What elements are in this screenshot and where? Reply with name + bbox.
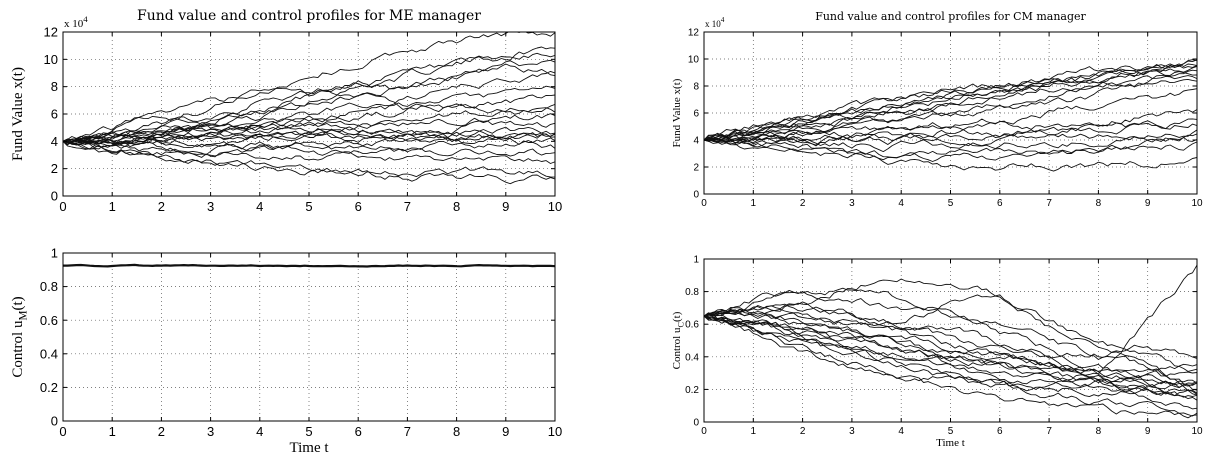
y-tick-label: 0.2 <box>685 385 699 396</box>
y-tick-label: 0.6 <box>40 313 58 328</box>
x-tick-label: 10 <box>1191 426 1203 437</box>
axis-exponent: x 104 <box>64 14 88 30</box>
x-tick-label: 6 <box>997 198 1003 209</box>
x-tick-label: 4 <box>898 426 904 437</box>
x-tick-label: 5 <box>305 199 312 214</box>
x-tick-label: 6 <box>355 424 362 439</box>
x-tick-label: 7 <box>1046 198 1052 209</box>
x-tick-label: 8 <box>1096 426 1102 437</box>
x-tick-label: 2 <box>800 198 806 209</box>
x-tick-label: 4 <box>256 424 263 439</box>
x-tick-label: 9 <box>1145 426 1151 437</box>
x-tick-label: 5 <box>948 426 954 437</box>
y-tick-label: 2 <box>693 163 699 174</box>
y-tick-label: 0.8 <box>685 287 699 298</box>
x-tick-label: 1 <box>751 426 757 437</box>
x-tick-label: 1 <box>751 198 757 209</box>
y-tick-label: 0 <box>51 414 58 429</box>
x-tick-label: 2 <box>158 424 165 439</box>
x-tick-label: 9 <box>1145 198 1151 209</box>
y-tick-label: 6 <box>693 109 699 120</box>
x-tick-label: 6 <box>997 426 1003 437</box>
x-tick-label: 5 <box>948 198 954 209</box>
x-tick-label: 6 <box>355 199 362 214</box>
x-tick-label: 4 <box>898 198 904 209</box>
y-tick-label: 10 <box>44 52 58 67</box>
x-axis-label: Time t <box>289 440 329 456</box>
chart-title: Fund value and control profiles for ME m… <box>137 8 481 24</box>
y-tick-label: 8 <box>51 79 58 94</box>
chart-title: Fund value and control profiles for CM m… <box>815 10 1086 23</box>
x-tick-label: 1 <box>109 424 116 439</box>
chart-panel-2: 0 1 2 3 4 5 6 7 8 9 10 0 0.2 0.4 0.6 0.8 1 Time t Control … <box>10 246 562 456</box>
x-tick-label: 3 <box>849 426 855 437</box>
x-tick-label: 3 <box>207 424 214 439</box>
x-tick-label: 3 <box>207 199 214 214</box>
y-axis-label: Control uM(t) <box>10 296 30 377</box>
x-tick-label: 3 <box>849 198 855 209</box>
x-tick-label: 10 <box>548 199 562 214</box>
y-tick-label: 0.4 <box>685 352 699 363</box>
y-tick-label: 8 <box>693 82 699 93</box>
y-tick-label: 0.2 <box>40 380 58 395</box>
x-tick-label: 1 <box>109 199 116 214</box>
y-tick-label: 0 <box>51 189 58 204</box>
axis-exponent: x 104 <box>705 16 725 29</box>
x-tick-label: 10 <box>548 424 562 439</box>
x-tick-label: 7 <box>404 424 411 439</box>
y-tick-label: 10 <box>688 55 700 66</box>
x-tick-label: 0 <box>701 426 707 437</box>
y-tick-label: 2 <box>51 161 58 176</box>
x-tick-label: 0 <box>701 198 707 209</box>
x-tick-label: 8 <box>453 199 460 214</box>
y-tick-label: 0.8 <box>40 279 58 294</box>
x-tick-label: 0 <box>59 424 66 439</box>
x-tick-label: 2 <box>158 199 165 214</box>
y-axis-label: Fund Value x(t) <box>10 67 26 161</box>
x-axis-label: Time t <box>936 437 965 449</box>
y-axis-label: Fund Value x(t) <box>671 78 683 147</box>
x-tick-label: 7 <box>1046 426 1052 437</box>
x-tick-label: 8 <box>1096 198 1102 209</box>
x-tick-label: 10 <box>1191 198 1203 209</box>
y-tick-label: 4 <box>693 136 699 147</box>
y-axis-label: Control uC(t) <box>671 311 685 369</box>
y-tick-label: 0.4 <box>40 346 58 361</box>
y-tick-label: 1 <box>693 255 699 266</box>
x-tick-label: 2 <box>800 426 806 437</box>
y-tick-label: 0.6 <box>685 320 699 331</box>
y-tick-label: 6 <box>51 107 58 122</box>
x-tick-label: 0 <box>59 199 66 214</box>
x-tick-label: 8 <box>453 424 460 439</box>
y-tick-label: 4 <box>51 134 58 149</box>
x-tick-label: 7 <box>404 199 411 214</box>
y-tick-label: 1 <box>51 246 58 261</box>
x-tick-label: 4 <box>256 199 263 214</box>
x-tick-label: 5 <box>305 424 312 439</box>
y-tick-label: 12 <box>688 28 700 39</box>
chart-panel-4: 0 1 2 3 4 5 6 7 8 9 10 0 0.2 0.4 0.6 0.8 1 Time t Control … <box>671 255 1203 450</box>
y-tick-label: 0 <box>693 190 699 201</box>
x-tick-label: 9 <box>502 424 509 439</box>
x-tick-label: 9 <box>502 199 509 214</box>
chart-panel-1: 0 1 2 3 4 5 6 7 8 9 10024681012x 104 Fund value and… <box>10 8 562 214</box>
y-tick-label: 12 <box>44 25 58 40</box>
y-tick-label: 0 <box>693 418 699 429</box>
